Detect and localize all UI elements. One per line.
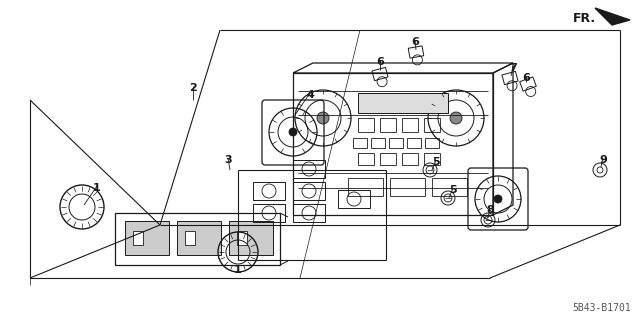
Bar bbox=[293, 73, 493, 215]
Circle shape bbox=[494, 195, 502, 203]
Circle shape bbox=[289, 128, 297, 136]
Text: 1: 1 bbox=[234, 265, 242, 275]
Bar bbox=[407, 138, 421, 148]
Bar bbox=[253, 182, 285, 200]
Bar bbox=[358, 93, 448, 113]
Bar bbox=[424, 153, 440, 165]
Text: 2: 2 bbox=[189, 83, 197, 93]
Bar bbox=[115, 213, 280, 265]
Text: 5: 5 bbox=[449, 185, 457, 195]
Bar bbox=[358, 153, 374, 165]
Bar bbox=[353, 138, 367, 148]
Text: FR.: FR. bbox=[573, 12, 596, 25]
Bar bbox=[237, 231, 247, 245]
Bar bbox=[402, 118, 418, 132]
Text: 3: 3 bbox=[224, 155, 232, 165]
Bar bbox=[380, 118, 396, 132]
Text: 1: 1 bbox=[93, 183, 101, 193]
Circle shape bbox=[317, 112, 329, 124]
Bar bbox=[177, 221, 221, 255]
Bar bbox=[358, 118, 374, 132]
Bar bbox=[390, 178, 425, 196]
Bar bbox=[185, 231, 195, 245]
Text: 5B43-B1701: 5B43-B1701 bbox=[572, 303, 631, 313]
Text: 9: 9 bbox=[599, 155, 607, 165]
Bar bbox=[402, 153, 418, 165]
Bar bbox=[293, 160, 325, 178]
Text: 7: 7 bbox=[509, 63, 517, 73]
Circle shape bbox=[450, 112, 462, 124]
Bar bbox=[432, 178, 467, 196]
Bar bbox=[229, 221, 273, 255]
Text: 6: 6 bbox=[376, 57, 384, 67]
Text: 4: 4 bbox=[306, 90, 314, 100]
Bar bbox=[338, 190, 370, 208]
Bar bbox=[133, 231, 143, 245]
Polygon shape bbox=[595, 8, 630, 25]
Text: 6: 6 bbox=[411, 37, 419, 47]
Text: 5: 5 bbox=[432, 157, 440, 167]
Bar bbox=[125, 221, 169, 255]
Bar bbox=[425, 138, 439, 148]
Text: 8: 8 bbox=[486, 205, 494, 215]
Bar bbox=[253, 204, 285, 222]
Bar bbox=[293, 182, 325, 200]
Bar bbox=[389, 138, 403, 148]
Bar bbox=[371, 138, 385, 148]
Bar bbox=[424, 118, 440, 132]
Bar bbox=[293, 204, 325, 222]
Bar bbox=[380, 153, 396, 165]
Bar bbox=[348, 178, 383, 196]
Text: 6: 6 bbox=[522, 73, 530, 83]
